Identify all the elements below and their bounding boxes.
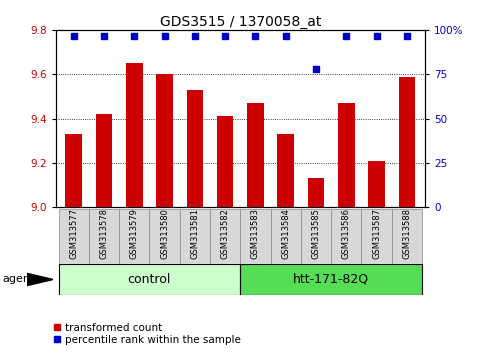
- Text: agent: agent: [2, 274, 35, 285]
- Bar: [277, 134, 294, 207]
- Bar: [247, 103, 264, 207]
- Bar: [301, 209, 331, 264]
- Bar: [149, 209, 180, 264]
- Bar: [241, 209, 270, 264]
- Bar: [338, 103, 355, 207]
- Polygon shape: [27, 273, 53, 286]
- Bar: [65, 134, 82, 207]
- Bar: [96, 114, 113, 207]
- Bar: [58, 264, 241, 295]
- Text: GSM313580: GSM313580: [160, 208, 169, 259]
- Text: GSM313582: GSM313582: [221, 208, 229, 259]
- Text: GSM313584: GSM313584: [281, 208, 290, 259]
- Text: GSM313588: GSM313588: [402, 208, 412, 259]
- Bar: [126, 63, 142, 207]
- Text: GSM313585: GSM313585: [312, 208, 321, 259]
- Bar: [241, 264, 422, 295]
- Bar: [270, 209, 301, 264]
- Bar: [180, 209, 210, 264]
- Bar: [210, 209, 241, 264]
- Text: GSM313586: GSM313586: [342, 208, 351, 259]
- Text: control: control: [128, 273, 171, 286]
- Bar: [361, 209, 392, 264]
- Bar: [89, 209, 119, 264]
- Bar: [186, 90, 203, 207]
- Text: GSM313577: GSM313577: [69, 208, 78, 259]
- Text: GSM313587: GSM313587: [372, 208, 381, 259]
- Bar: [368, 161, 385, 207]
- Title: GDS3515 / 1370058_at: GDS3515 / 1370058_at: [159, 15, 321, 29]
- Bar: [58, 209, 89, 264]
- Bar: [392, 209, 422, 264]
- Text: htt-171-82Q: htt-171-82Q: [293, 273, 369, 286]
- Text: GSM313583: GSM313583: [251, 208, 260, 259]
- Text: GSM313581: GSM313581: [190, 208, 199, 259]
- Bar: [331, 209, 361, 264]
- Bar: [217, 116, 233, 207]
- Bar: [119, 209, 149, 264]
- Legend: transformed count, percentile rank within the sample: transformed count, percentile rank withi…: [49, 318, 245, 349]
- Bar: [308, 178, 325, 207]
- Bar: [156, 74, 173, 207]
- Bar: [398, 76, 415, 207]
- Text: GSM313579: GSM313579: [130, 208, 139, 259]
- Text: GSM313578: GSM313578: [99, 208, 109, 259]
